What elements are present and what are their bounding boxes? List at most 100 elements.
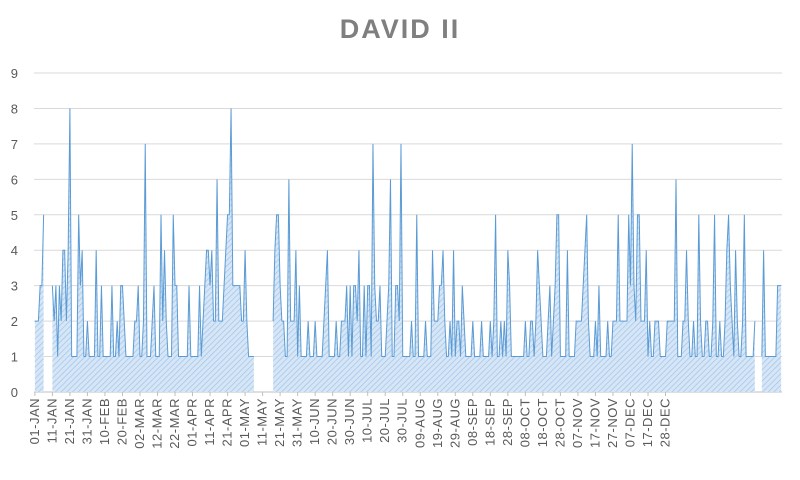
data-point bbox=[103, 356, 104, 357]
x-tick-label: 21-JAN bbox=[62, 398, 77, 444]
data-point bbox=[393, 356, 394, 357]
data-point bbox=[754, 321, 755, 322]
data-point bbox=[358, 250, 359, 251]
data-point bbox=[325, 285, 326, 286]
data-point bbox=[94, 356, 95, 357]
data-point bbox=[253, 356, 254, 357]
data-point bbox=[225, 250, 226, 251]
data-point bbox=[444, 321, 445, 322]
data-point bbox=[143, 321, 144, 322]
x-tick-label: 10-JUN bbox=[307, 398, 322, 445]
data-point bbox=[714, 214, 715, 215]
data-point bbox=[611, 356, 612, 357]
data-point bbox=[537, 250, 538, 251]
data-point bbox=[654, 321, 655, 322]
data-point bbox=[360, 356, 361, 357]
data-point bbox=[717, 356, 718, 357]
data-point bbox=[40, 285, 41, 286]
data-point bbox=[145, 143, 146, 144]
data-point bbox=[700, 321, 701, 322]
y-tick-label: 8 bbox=[11, 101, 18, 116]
data-point bbox=[101, 285, 102, 286]
data-point bbox=[493, 321, 494, 322]
data-point bbox=[705, 321, 706, 322]
data-point bbox=[560, 356, 561, 357]
data-point bbox=[176, 285, 177, 286]
data-point bbox=[586, 214, 587, 215]
data-point bbox=[313, 356, 314, 357]
data-point bbox=[532, 321, 533, 322]
data-point bbox=[281, 321, 282, 322]
data-point bbox=[83, 356, 84, 357]
data-point bbox=[87, 321, 88, 322]
data-point bbox=[491, 356, 492, 357]
data-point bbox=[287, 356, 288, 357]
data-point bbox=[141, 356, 142, 357]
data-point bbox=[686, 250, 687, 251]
data-point bbox=[511, 356, 512, 357]
data-point bbox=[211, 250, 212, 251]
data-point bbox=[306, 356, 307, 357]
data-point bbox=[54, 321, 55, 322]
data-point bbox=[295, 250, 296, 251]
data-point bbox=[696, 356, 697, 357]
data-point bbox=[726, 250, 727, 251]
data-point bbox=[407, 356, 408, 357]
data-point bbox=[618, 214, 619, 215]
data-point bbox=[744, 214, 745, 215]
series-line bbox=[272, 143, 756, 358]
data-point bbox=[425, 321, 426, 322]
data-point bbox=[124, 321, 125, 322]
y-tick-label: 4 bbox=[11, 243, 18, 258]
data-point bbox=[206, 250, 207, 251]
data-point bbox=[675, 179, 676, 180]
data-point bbox=[150, 356, 151, 357]
data-point bbox=[322, 356, 323, 357]
data-point bbox=[260, 391, 261, 392]
x-tick-label: 11-MAY bbox=[255, 398, 270, 446]
data-point bbox=[677, 356, 678, 357]
data-point bbox=[297, 356, 298, 357]
data-point bbox=[693, 321, 694, 322]
data-point bbox=[339, 356, 340, 357]
data-point bbox=[336, 321, 337, 322]
data-point bbox=[695, 356, 696, 357]
x-tick-label: 01-MAY bbox=[237, 398, 252, 447]
x-tick-label: 22-MAR bbox=[167, 398, 182, 449]
data-point bbox=[365, 356, 366, 357]
data-point bbox=[688, 321, 689, 322]
data-point bbox=[164, 250, 165, 251]
data-point bbox=[139, 356, 140, 357]
data-point bbox=[215, 321, 216, 322]
data-point bbox=[248, 356, 249, 357]
data-point bbox=[409, 356, 410, 357]
x-tick-label: 28-OCT bbox=[552, 398, 567, 447]
data-point bbox=[612, 321, 613, 322]
data-point bbox=[367, 285, 368, 286]
data-point bbox=[155, 356, 156, 357]
data-point bbox=[80, 285, 81, 286]
data-point bbox=[663, 356, 664, 357]
data-point bbox=[255, 391, 256, 392]
data-point bbox=[41, 285, 42, 286]
data-point bbox=[456, 321, 457, 322]
data-point bbox=[623, 321, 624, 322]
data-point bbox=[423, 356, 424, 357]
data-point bbox=[195, 356, 196, 357]
data-point bbox=[274, 250, 275, 251]
data-point bbox=[202, 321, 203, 322]
data-point bbox=[774, 356, 775, 357]
data-point bbox=[55, 285, 56, 286]
data-point bbox=[269, 391, 270, 392]
data-point bbox=[753, 356, 754, 357]
x-tick-label: 20-FEB bbox=[114, 398, 129, 445]
data-point bbox=[52, 285, 53, 286]
data-point bbox=[271, 391, 272, 392]
data-point bbox=[61, 321, 62, 322]
data-point bbox=[390, 179, 391, 180]
data-point bbox=[646, 250, 647, 251]
data-point bbox=[600, 356, 601, 357]
data-point bbox=[469, 356, 470, 357]
data-point bbox=[735, 250, 736, 251]
data-point bbox=[563, 356, 564, 357]
